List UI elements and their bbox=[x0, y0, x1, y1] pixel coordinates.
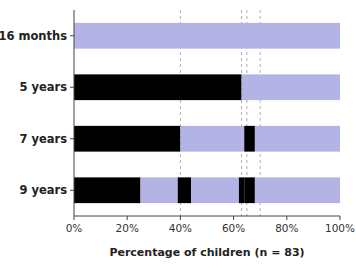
x-tick-label: 0% bbox=[66, 222, 83, 234]
x-tick-label: 40% bbox=[169, 222, 192, 234]
x-tick-label: 20% bbox=[116, 222, 139, 234]
y-tick bbox=[70, 87, 74, 88]
bar-segment bbox=[74, 74, 242, 100]
y-tick bbox=[70, 35, 74, 36]
bar-segment bbox=[244, 177, 255, 203]
x-tick bbox=[74, 216, 75, 220]
x-tick bbox=[180, 216, 181, 220]
plot-area bbox=[74, 10, 340, 216]
x-tick bbox=[286, 216, 287, 220]
y-axis-line bbox=[74, 10, 75, 216]
bar-segment bbox=[255, 177, 340, 203]
y-tick bbox=[70, 190, 74, 191]
x-tick bbox=[340, 216, 341, 220]
bar-segment bbox=[180, 126, 244, 152]
bar-segment bbox=[191, 177, 239, 203]
bar-segment bbox=[242, 74, 340, 100]
bar-segment bbox=[74, 23, 340, 49]
category-label: 9 years bbox=[19, 183, 67, 197]
chart-container: 0% 20% 40% 60% 80% 100% 16 months 5 years 7 year… bbox=[0, 0, 356, 268]
x-tick bbox=[127, 216, 128, 220]
chart: 0% 20% 40% 60% 80% 100% 16 months 5 years 7 year… bbox=[0, 0, 356, 268]
bar-segment bbox=[244, 126, 255, 152]
y-tick bbox=[70, 138, 74, 139]
bar-segment bbox=[74, 177, 141, 203]
bar-segment bbox=[141, 177, 178, 203]
category-label: 16 months bbox=[0, 29, 67, 43]
x-axis-title: Percentage of children (n = 83) bbox=[109, 246, 304, 259]
category-label: 5 years bbox=[19, 80, 67, 94]
x-axis-line bbox=[74, 216, 340, 217]
bar-segment bbox=[178, 177, 191, 203]
x-tick bbox=[233, 216, 234, 220]
category-label: 7 years bbox=[19, 132, 67, 146]
bar-segment bbox=[239, 177, 244, 203]
bar-segment bbox=[74, 126, 180, 152]
bar-segment bbox=[255, 126, 340, 152]
x-tick-label: 60% bbox=[222, 222, 245, 234]
x-tick-label: 100% bbox=[325, 222, 355, 234]
x-tick-label: 80% bbox=[275, 222, 298, 234]
